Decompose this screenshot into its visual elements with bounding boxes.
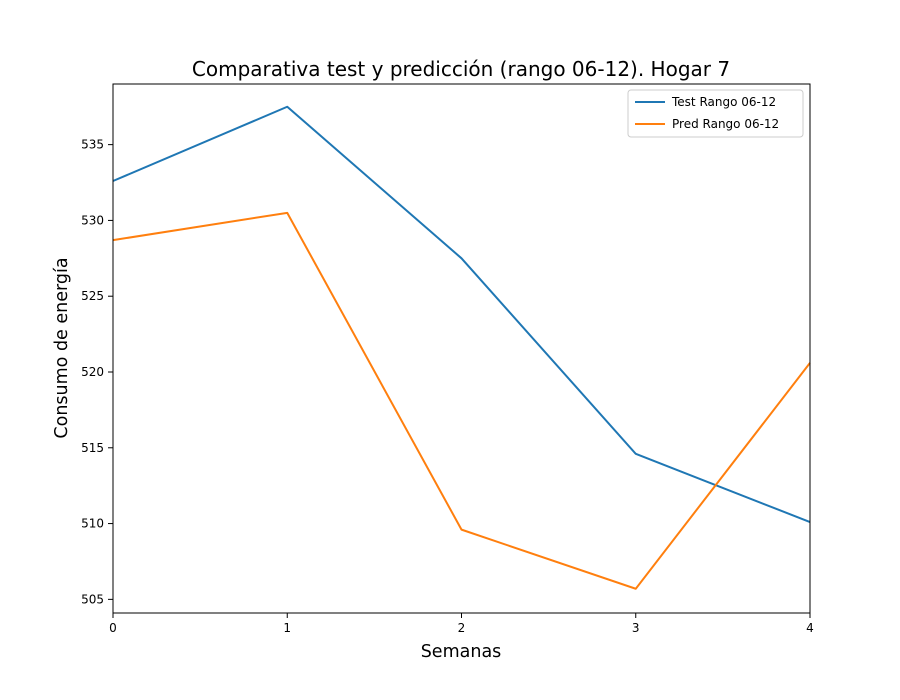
x-tick-label: 1 xyxy=(283,621,291,635)
series-line-pred xyxy=(112,211,811,590)
y-tick-label: 510 xyxy=(81,517,104,531)
legend: Test Rango 06-12 Pred Rango 06-12 xyxy=(627,89,804,138)
series-line-test xyxy=(112,105,811,523)
x-axis-label: Semanas xyxy=(421,642,502,662)
y-tick-label: 515 xyxy=(81,441,104,455)
plot-area xyxy=(113,84,810,613)
legend-box xyxy=(627,89,804,138)
legend-label-test: Test Rango 06-12 xyxy=(671,95,776,109)
chart-title: Comparativa test y predicción (rango 06-… xyxy=(192,57,730,81)
y-tick-label: 520 xyxy=(81,365,104,379)
x-axis: 0 1 2 3 4 xyxy=(109,613,814,635)
x-tick-label: 2 xyxy=(458,621,466,635)
series-layer xyxy=(112,105,811,590)
y-axis-label: Consumo de energía xyxy=(52,257,72,438)
x-tick-label: 3 xyxy=(632,621,640,635)
y-tick-label: 535 xyxy=(81,138,104,152)
x-tick-label: 0 xyxy=(109,621,117,635)
y-tick-label: 505 xyxy=(81,592,104,606)
y-tick-label: 530 xyxy=(81,213,104,227)
legend-label-pred: Pred Rango 06-12 xyxy=(672,117,779,131)
y-tick-label: 525 xyxy=(81,289,104,303)
y-axis: 505 510 515 520 525 530 535 xyxy=(81,138,113,606)
x-tick-label: 4 xyxy=(806,621,814,635)
